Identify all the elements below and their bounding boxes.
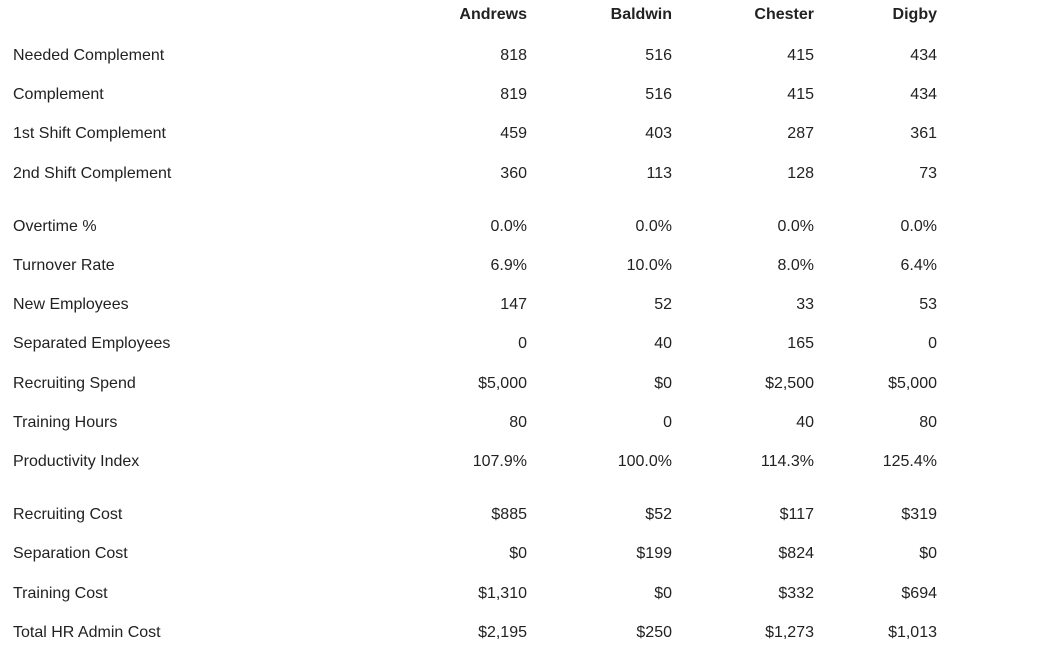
- row-label: Turnover Rate: [13, 257, 115, 274]
- cell-value: 0: [928, 335, 937, 353]
- cell-value: $1,310: [478, 584, 527, 602]
- cell-value: 287: [787, 125, 814, 143]
- cell-value: 80: [509, 413, 527, 431]
- cell-value: 107.9%: [472, 453, 527, 470]
- cell-value: 459: [500, 125, 527, 143]
- cell-value: $117: [779, 506, 814, 524]
- cell-value: $0: [509, 545, 527, 563]
- cell-value: 147: [500, 296, 527, 314]
- column-header: Andrews: [459, 6, 527, 23]
- column-header: Chester: [754, 6, 814, 23]
- row-label: Recruiting Spend: [13, 374, 136, 392]
- row-label: Total HR Admin Cost: [13, 623, 161, 641]
- cell-value: $1,013: [888, 623, 937, 641]
- cell-value: 0: [518, 335, 527, 353]
- cell-value: 80: [919, 413, 937, 431]
- cell-value: 6.9%: [490, 257, 527, 274]
- cell-value: 52: [654, 296, 672, 314]
- cell-value: $885: [491, 506, 527, 524]
- cell-value: 40: [796, 413, 814, 431]
- row-label: Separated Employees: [13, 335, 171, 353]
- cell-value: $5,000: [888, 374, 937, 392]
- cell-value: 818: [500, 47, 527, 64]
- column-header: Digby: [892, 6, 937, 23]
- cell-value: 0: [663, 413, 672, 431]
- cell-value: 434: [910, 47, 937, 64]
- cell-value: 165: [787, 335, 814, 353]
- cell-value: 516: [645, 86, 672, 104]
- row-label: Complement: [13, 86, 104, 104]
- row-label: Productivity Index: [13, 453, 140, 470]
- cell-value: 403: [645, 125, 672, 143]
- cell-value: $199: [636, 545, 672, 563]
- cell-value: 40: [654, 335, 672, 353]
- row-label: Separation Cost: [13, 545, 128, 563]
- cell-value: $332: [778, 584, 814, 602]
- cell-value: $0: [654, 584, 672, 602]
- row-label: Overtime %: [13, 217, 97, 235]
- cell-value: 819: [500, 86, 527, 104]
- cell-value: 415: [787, 47, 814, 64]
- cell-value: 53: [919, 296, 937, 314]
- cell-value: $319: [901, 506, 937, 524]
- cell-value: 6.4%: [900, 257, 937, 274]
- cell-value: $2,500: [765, 374, 814, 392]
- cell-value: 0.0%: [900, 217, 937, 235]
- cell-value: 128: [787, 164, 814, 182]
- cell-value: $824: [778, 545, 814, 563]
- row-label: 2nd Shift Complement: [13, 164, 172, 182]
- row-label: 1st Shift Complement: [13, 125, 166, 143]
- cell-value: $2,195: [478, 623, 527, 641]
- cell-value: 113: [646, 164, 672, 182]
- cell-value: 434: [910, 86, 937, 104]
- row-label: Needed Complement: [13, 47, 165, 64]
- cell-value: $250: [636, 623, 672, 641]
- cell-value: 73: [919, 164, 937, 182]
- row-label: Recruiting Cost: [13, 506, 123, 524]
- cell-value: 33: [796, 296, 814, 314]
- cell-value: 516: [645, 47, 672, 64]
- cell-value: 361: [910, 125, 937, 143]
- cell-value: $1,273: [765, 623, 814, 641]
- cell-value: 0.0%: [490, 217, 527, 235]
- cell-value: 100.0%: [617, 453, 672, 470]
- cell-value: $5,000: [478, 374, 527, 392]
- cell-value: 0.0%: [777, 217, 814, 235]
- cell-value: 415: [787, 86, 814, 104]
- cell-value: $0: [919, 545, 937, 563]
- column-header: Baldwin: [610, 6, 672, 23]
- cell-value: 0.0%: [635, 217, 672, 235]
- cell-value: $0: [654, 374, 672, 392]
- row-label: Training Hours: [13, 413, 118, 431]
- cell-value: 125.4%: [882, 453, 937, 470]
- cell-value: 360: [500, 164, 527, 182]
- row-label: Training Cost: [13, 584, 108, 602]
- cell-value: 114.3%: [760, 453, 814, 470]
- cell-value: 10.0%: [626, 257, 672, 274]
- cell-value: $694: [901, 584, 937, 602]
- row-label: New Employees: [13, 296, 129, 314]
- cell-value: 8.0%: [777, 257, 814, 274]
- cell-value: $52: [645, 506, 672, 524]
